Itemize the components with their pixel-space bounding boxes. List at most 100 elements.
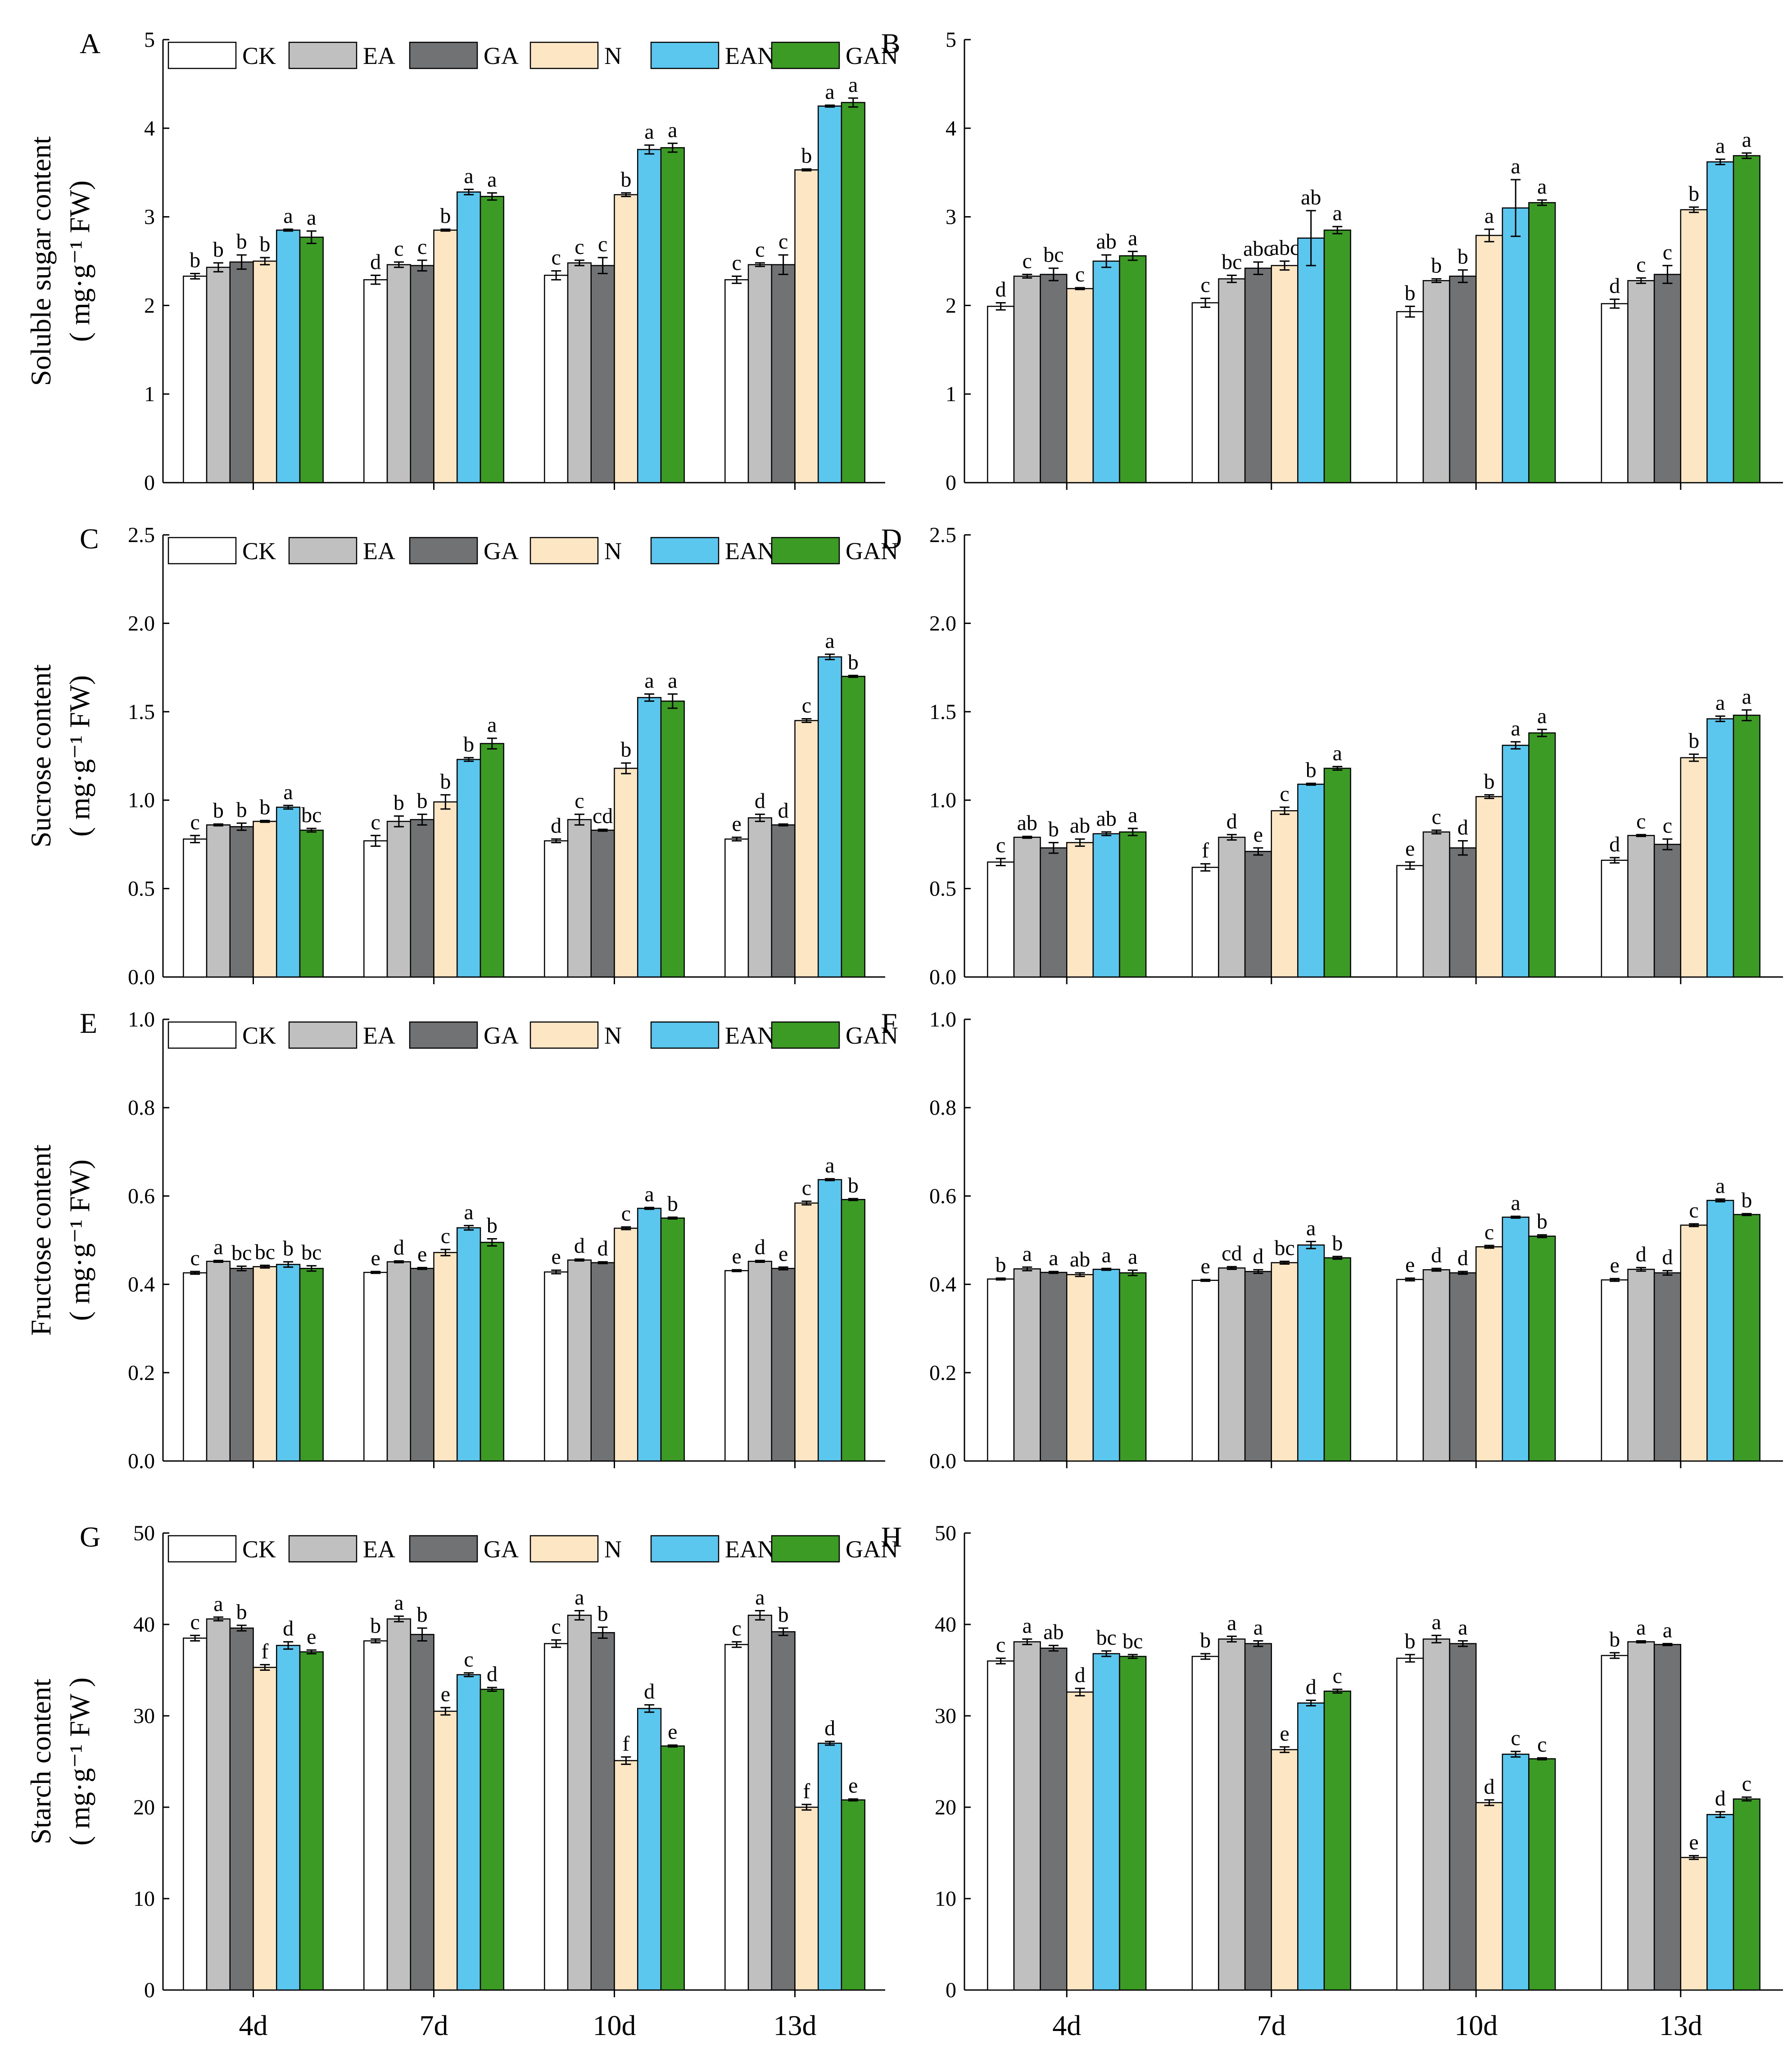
bar-e-ean-4d <box>276 1264 301 1462</box>
bar-e-n-4d <box>253 1266 277 1462</box>
sig-letter-f: b <box>1537 1210 1548 1234</box>
sig-letter-a: c <box>755 238 765 262</box>
bar-e-ga-7d <box>410 1268 434 1462</box>
sig-letter-d: b <box>1688 729 1699 753</box>
bar-d-ean-10d <box>1502 745 1530 978</box>
legend-swatch-n <box>529 1535 599 1563</box>
bar-f-ea-4d <box>1013 1268 1041 1462</box>
sig-letter-e: bc <box>231 1241 252 1265</box>
bar-b-gan-7d <box>1323 229 1351 484</box>
bar-h-ck-10d <box>1396 1657 1424 1991</box>
sig-letter-h: a <box>1253 1616 1263 1640</box>
sig-letter-g: c <box>552 1615 561 1639</box>
bar-b-ean-7d <box>1297 237 1325 484</box>
bar-f-ean-10d <box>1502 1217 1530 1462</box>
y-tick-label-a: 0 <box>144 471 155 495</box>
legend-swatch-ck <box>167 537 237 565</box>
sig-letter-f: a <box>1023 1242 1032 1266</box>
bar-c-ga-7d <box>410 819 434 978</box>
sig-letter-a: c <box>575 235 584 259</box>
bar-a-n-13d <box>794 169 819 484</box>
sig-letter-d: e <box>1253 823 1263 846</box>
sig-letter-e: a <box>825 1153 834 1177</box>
sig-letter-e: bc <box>301 1240 321 1264</box>
bar-g-ck-13d <box>724 1644 749 1991</box>
y-tick-label-g: 20 <box>133 1796 155 1819</box>
bar-h-ean-13d <box>1706 1814 1734 1991</box>
sig-letter-h: e <box>1280 1722 1289 1746</box>
sig-letter-h: ab <box>1043 1620 1063 1644</box>
sig-letter-b: a <box>1333 201 1342 225</box>
sig-letter-c: a <box>825 629 834 653</box>
bar-f-ean-13d <box>1706 1199 1734 1462</box>
y-tick-label-e: 0.8 <box>128 1096 155 1120</box>
sig-letter-f: ab <box>1070 1248 1090 1271</box>
bar-c-n-10d <box>614 768 638 978</box>
bar-g-ea-7d <box>386 1618 412 1991</box>
y-tick-label-a: 4 <box>144 117 155 140</box>
sig-letter-c: c <box>802 694 811 718</box>
legend-a: CK EA GA N EAN GAN <box>167 41 898 69</box>
sig-letter-c: d <box>755 789 765 813</box>
bar-a-ea-13d <box>747 264 773 484</box>
legend-swatch-gan <box>771 41 840 69</box>
bar-g-ck-10d <box>544 1643 569 1991</box>
panel-e: E0.00.20.40.60.81.0c e e ea d d dbc e d ebccccbaa… <box>25 1007 898 1473</box>
sig-letter-h: a <box>1227 1611 1236 1635</box>
sig-letter-e: c <box>802 1176 811 1200</box>
sig-letter-e: c <box>190 1246 200 1270</box>
y-tick-label-e: 0.2 <box>128 1361 155 1385</box>
legend-swatch-gan <box>771 537 840 565</box>
bar-e-ck-10d <box>544 1271 569 1462</box>
bar-d-ga-13d <box>1653 844 1681 978</box>
sig-letter-d: a <box>1128 803 1137 827</box>
sig-letter-h: b <box>1609 1628 1620 1651</box>
bar-b-ga-13d <box>1653 274 1681 484</box>
y-tick-label-c: 2.0 <box>128 611 155 635</box>
legend-swatch-ea <box>288 41 357 69</box>
y-axis-label-g: Starch content <box>25 1678 57 1844</box>
bar-c-n-7d <box>433 801 458 978</box>
y-tick-label-e: 0.0 <box>128 1449 155 1473</box>
bar-b-ea-13d <box>1627 280 1655 484</box>
y-tick-label-d: 2.5 <box>929 523 956 547</box>
sig-letter-f: c <box>1484 1220 1494 1244</box>
sig-letter-a: d <box>370 250 381 274</box>
bar-f-n-7d <box>1271 1262 1299 1462</box>
x-category-label-g: 7d <box>420 2009 448 2041</box>
legend-swatch-ga <box>409 41 478 69</box>
bar-h-ga-13d <box>1653 1644 1681 1991</box>
bar-f-ean-4d <box>1092 1268 1120 1462</box>
bar-d-gan-13d <box>1733 715 1760 978</box>
bar-h-ga-7d <box>1244 1643 1272 1991</box>
sig-letter-c: cd <box>593 804 613 828</box>
y-axis-label-e: Fructose content <box>25 1144 57 1336</box>
bar-h-ga-10d <box>1449 1643 1477 1991</box>
y-axis-unit-g: ( mg·g⁻¹ FW ) <box>63 1678 95 1846</box>
bar-f-n-10d <box>1475 1246 1503 1462</box>
bar-e-ean-7d <box>456 1227 481 1462</box>
y-tick-label-c: 0.5 <box>128 877 155 901</box>
bar-g-ean-7d <box>456 1674 481 1991</box>
bar-a-ga-10d <box>590 265 615 484</box>
bar-g-ck-4d <box>183 1637 208 1991</box>
sig-letter-f: e <box>1610 1253 1620 1277</box>
legend-swatch-ga <box>409 1535 478 1563</box>
sig-letter-f: a <box>1049 1246 1058 1270</box>
sig-letter-f: d <box>1457 1246 1468 1270</box>
bar-c-n-4d <box>253 821 277 978</box>
bar-c-ck-10d <box>544 840 569 978</box>
legend-label-ean: EAN <box>725 538 775 565</box>
bar-e-n-10d <box>614 1227 638 1462</box>
sig-letter-b: d <box>996 277 1006 301</box>
sig-letter-h: c <box>1537 1732 1547 1756</box>
bar-b-ck-4d <box>987 306 1015 484</box>
bar-h-ean-7d <box>1297 1702 1325 1991</box>
bar-e-ea-4d <box>206 1261 231 1462</box>
sig-letter-a: c <box>552 246 561 270</box>
sig-letter-a: a <box>848 73 858 97</box>
legend-label-gan: GAN <box>846 1022 898 1049</box>
bar-a-ga-4d <box>229 261 254 484</box>
bar-f-ck-4d <box>987 1278 1015 1462</box>
bar-a-ean-4d <box>276 229 301 484</box>
